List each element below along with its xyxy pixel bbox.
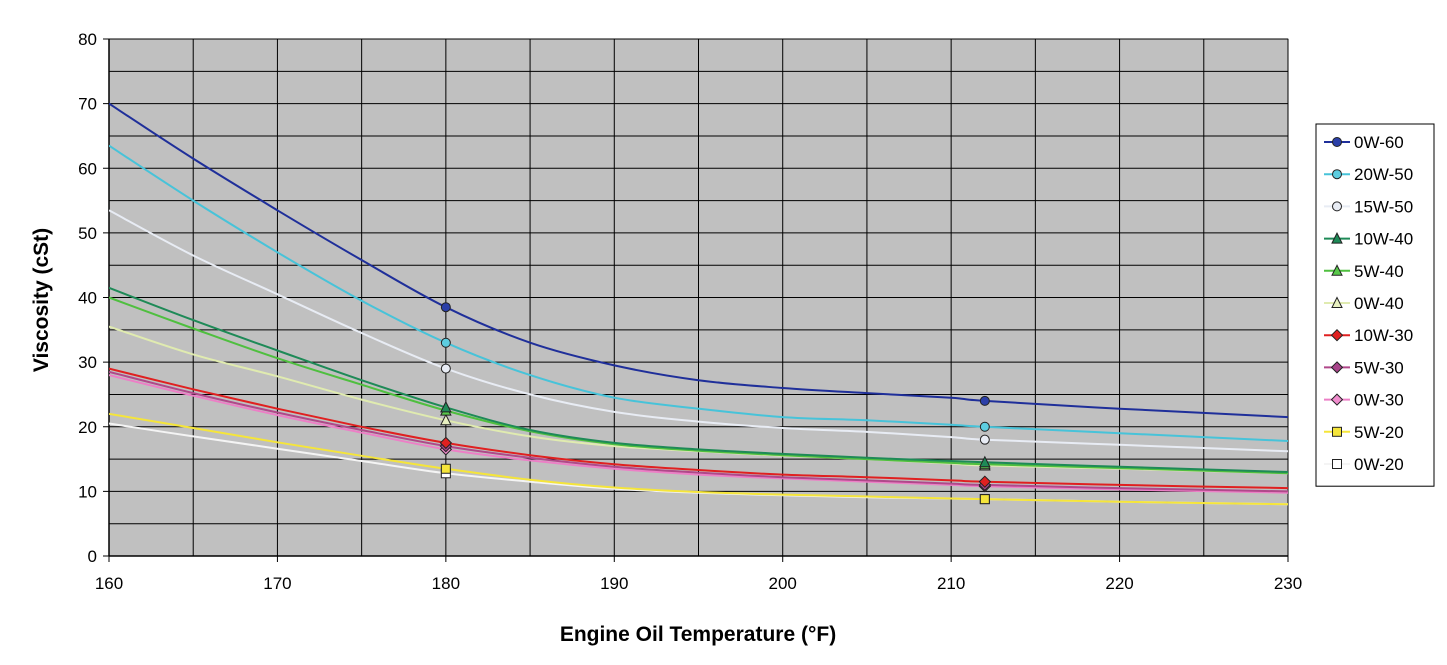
legend-label-5w-20: 5W-20 <box>1354 423 1404 442</box>
y-tick-label: 40 <box>78 289 97 308</box>
series-line-0w-60 <box>109 102 1288 419</box>
y-tick-label: 60 <box>78 159 97 178</box>
legend-marker-10w-30 <box>1330 328 1344 342</box>
x-axis-title: Engine Oil Temperature (°F) <box>560 623 836 646</box>
legend-label-0w-30: 0W-30 <box>1354 391 1404 410</box>
data-point-5w-20 <box>979 494 990 505</box>
legend-marker-15w-50 <box>1332 201 1342 212</box>
y-tick-label: 30 <box>78 353 97 372</box>
x-tick-label: 230 <box>1274 574 1302 593</box>
legend: 0W-60 20W-50 15W-50 10W-40 5W-40 0W-40 10W-30 5… <box>1315 123 1435 487</box>
data-point-0w-60 <box>440 302 451 313</box>
data-point-20w-50 <box>979 421 990 432</box>
legend-label-15w-50: 15W-50 <box>1354 197 1413 216</box>
legend-label-5w-30: 5W-30 <box>1354 358 1404 377</box>
data-point-10w-30 <box>978 475 992 488</box>
legend-marker-5w-40 <box>1331 264 1343 276</box>
y-tick-label: 20 <box>78 418 97 437</box>
data-point-10w-40 <box>440 400 452 413</box>
data-point-15w-50 <box>440 363 451 374</box>
y-tick-label: 10 <box>78 482 97 501</box>
legend-marker-0w-20 <box>1332 459 1342 469</box>
y-tick-label: 80 <box>78 30 97 49</box>
x-tick-label: 170 <box>263 574 291 593</box>
data-point-0w-40 <box>440 413 452 426</box>
y-axis-ticks: 0 10 20 30 40 50 60 70 80 <box>78 30 109 566</box>
data-point-0w-60 <box>979 395 990 406</box>
legend-label-5w-40: 5W-40 <box>1354 262 1404 281</box>
x-tick-label: 220 <box>1105 574 1133 593</box>
x-axis-ticks: 160 170 180 190 200 210 220 230 <box>95 556 1302 593</box>
series-line-15w-50 <box>109 209 1288 453</box>
plot-area <box>108 38 1289 557</box>
legend-marker-5w-20 <box>1332 426 1342 437</box>
legend-label-0w-40: 0W-40 <box>1354 294 1404 313</box>
legend-label-10w-30: 10W-30 <box>1354 326 1413 345</box>
series-line-5w-20 <box>109 412 1288 506</box>
series-line-5w-30 <box>109 370 1288 493</box>
data-point-10w-30 <box>439 436 453 450</box>
data-point-20w-50 <box>440 337 451 348</box>
y-axis-title: Viscosity (cSt) <box>30 228 53 372</box>
legend-marker-0w-30 <box>1330 393 1344 406</box>
y-tick-label: 0 <box>88 547 97 566</box>
x-tick-label: 180 <box>432 574 460 593</box>
series-line-10w-40 <box>109 286 1288 473</box>
series-line-10w-30 <box>109 367 1288 490</box>
legend-marker-0w-40 <box>1331 296 1343 308</box>
x-tick-label: 190 <box>600 574 628 593</box>
legend-label-20w-50: 20W-50 <box>1354 165 1413 184</box>
x-tick-label: 160 <box>95 574 123 593</box>
data-point-15w-50 <box>979 434 990 445</box>
legend-label-0w-20: 0W-20 <box>1354 455 1404 474</box>
legend-marker-5w-30 <box>1330 361 1344 374</box>
data-point-10w-40 <box>979 455 991 468</box>
series-line-5w-40 <box>109 296 1288 475</box>
y-tick-label: 50 <box>78 224 97 243</box>
legend-label-10w-40: 10W-40 <box>1354 230 1413 249</box>
series-line-20w-50 <box>109 144 1288 442</box>
x-tick-label: 210 <box>937 574 965 593</box>
legend-marker-0w-60 <box>1332 137 1342 147</box>
y-tick-label: 70 <box>78 95 97 114</box>
legend-marker-20w-50 <box>1332 169 1342 180</box>
series-group <box>109 102 1288 506</box>
x-tick-label: 200 <box>769 574 797 593</box>
series-line-0w-30 <box>109 374 1288 494</box>
legend-label-0w-60: 0W-60 <box>1354 133 1404 152</box>
legend-marker-10w-40 <box>1331 231 1343 244</box>
data-point-5w-20 <box>440 463 451 474</box>
